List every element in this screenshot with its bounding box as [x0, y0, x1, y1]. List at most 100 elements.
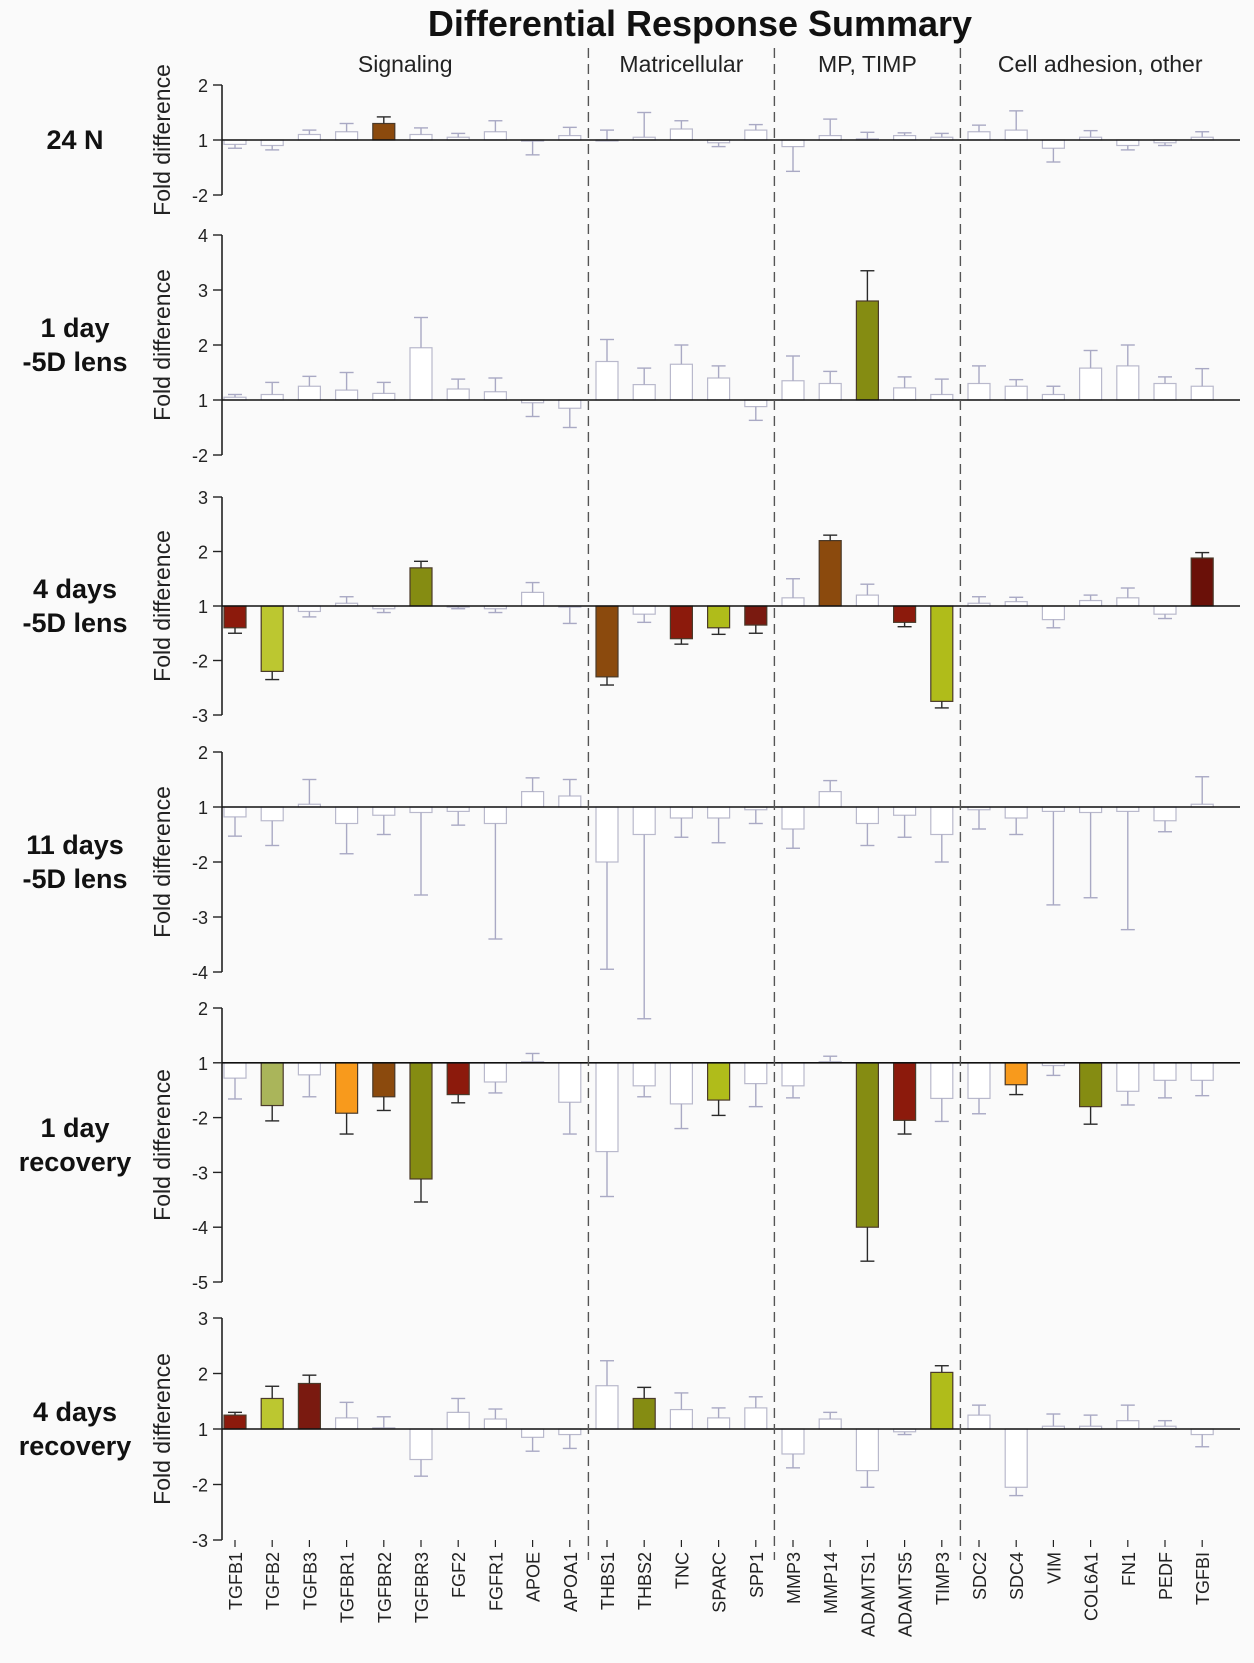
chart-title: Differential Response Summary	[428, 3, 972, 44]
bar	[744, 1407, 768, 1430]
category-labels: TGFB1 TGFB2 TGFB3 TGFBR1 TGFBR2 TGFBR3 FGF2 FGF…	[226, 1540, 1213, 1637]
y-tick-label: -3	[192, 1163, 208, 1183]
bar	[335, 1417, 359, 1430]
bar	[930, 1371, 954, 1430]
y-tick-label: 2	[198, 1365, 208, 1385]
bar	[1041, 139, 1066, 149]
bar	[1153, 382, 1177, 401]
bar	[1004, 1428, 1028, 1488]
bar	[781, 1428, 805, 1455]
bar	[818, 382, 842, 401]
row-label: -5D lens	[22, 347, 127, 377]
bar	[260, 806, 284, 822]
bar	[1153, 1062, 1177, 1081]
category-label: THBS1	[598, 1552, 618, 1610]
category-label: ADAMTS1	[858, 1552, 878, 1637]
bar	[1153, 806, 1177, 822]
group-dividers	[587, 48, 962, 1560]
bar	[520, 1428, 545, 1438]
bar	[372, 1062, 396, 1098]
bar	[632, 605, 656, 615]
y-tick-label: -4	[192, 963, 208, 983]
y-tick-label: -2	[192, 1109, 208, 1129]
y-tick-label: 2	[198, 76, 208, 96]
bar	[335, 131, 359, 141]
bar	[1190, 385, 1214, 401]
y-tick-label: -2	[192, 446, 208, 466]
bar	[818, 790, 842, 808]
bar	[409, 1062, 433, 1180]
y-axis-label: Fold difference	[149, 530, 175, 682]
bar	[335, 389, 359, 401]
bar	[781, 380, 805, 401]
bar	[706, 377, 731, 401]
bar	[781, 1062, 805, 1087]
group-label: MP, TIMP	[818, 51, 917, 77]
chart-panels: 2 1 -2 Fold difference 24 N 4 3 2 1 -2 Fold differ…	[19, 64, 1240, 1551]
bar	[260, 393, 284, 401]
bar	[967, 131, 991, 141]
bar	[595, 1062, 619, 1153]
bar	[558, 399, 582, 409]
bar	[483, 391, 507, 401]
bar	[483, 1418, 507, 1430]
bar	[372, 806, 396, 816]
bar	[669, 605, 694, 640]
chart-panel: 3 2 1 -2 -3 Fold difference 4 days -5D lens	[22, 488, 1240, 726]
bar	[409, 806, 433, 814]
category-label: FGFR1	[486, 1552, 506, 1611]
bar	[1004, 385, 1028, 401]
bar	[1041, 605, 1066, 621]
row-label: 24 N	[46, 125, 103, 155]
bar	[409, 567, 433, 607]
bar	[781, 139, 805, 148]
y-tick-label: 3	[198, 1309, 208, 1329]
bar	[669, 128, 694, 141]
category-label: MMP14	[821, 1552, 841, 1614]
bar	[930, 605, 954, 702]
bar	[818, 1418, 842, 1430]
bar	[632, 1397, 656, 1430]
bar	[892, 806, 917, 816]
bar	[446, 1062, 470, 1096]
y-axis-label: Fold difference	[149, 786, 175, 938]
bar	[372, 122, 396, 141]
category-label: COL6A1	[1082, 1552, 1102, 1621]
bar	[669, 806, 694, 819]
y-tick-label: 1	[198, 131, 208, 151]
bar	[744, 605, 768, 626]
bar	[632, 384, 656, 401]
bar	[855, 1428, 880, 1472]
bar	[706, 806, 731, 819]
bar	[744, 1062, 768, 1085]
category-label: SDC2	[970, 1552, 990, 1600]
bar	[669, 1408, 694, 1430]
bar	[967, 1062, 991, 1100]
bar	[260, 139, 284, 147]
y-tick-label: -4	[192, 1218, 208, 1238]
row-label: 4 days	[33, 574, 117, 604]
bar	[967, 1414, 991, 1430]
y-tick-label: -2	[192, 853, 208, 873]
y-tick-label: 1	[198, 798, 208, 818]
row-label: 1 day	[40, 313, 109, 343]
bar	[1078, 367, 1103, 401]
bar	[1004, 129, 1028, 141]
y-tick-label: 2	[198, 336, 208, 356]
y-axis-label: Fold difference	[149, 1353, 175, 1505]
bar	[818, 539, 842, 607]
bar	[223, 1062, 247, 1079]
category-label: VIM	[1044, 1552, 1064, 1584]
category-label: THBS2	[635, 1552, 655, 1610]
bar	[558, 1062, 582, 1103]
category-label: SPARC	[710, 1552, 730, 1613]
chart-panel: 3 2 1 -2 -3 Fold difference 4 days recovery	[19, 1309, 1240, 1551]
row-label: recovery	[19, 1431, 132, 1461]
bar	[558, 1428, 582, 1436]
y-tick-label: 2	[198, 999, 208, 1019]
bar	[781, 806, 805, 830]
y-tick-label: 2	[198, 743, 208, 763]
bar	[520, 790, 545, 808]
bar	[446, 388, 470, 401]
bar	[446, 1411, 470, 1430]
